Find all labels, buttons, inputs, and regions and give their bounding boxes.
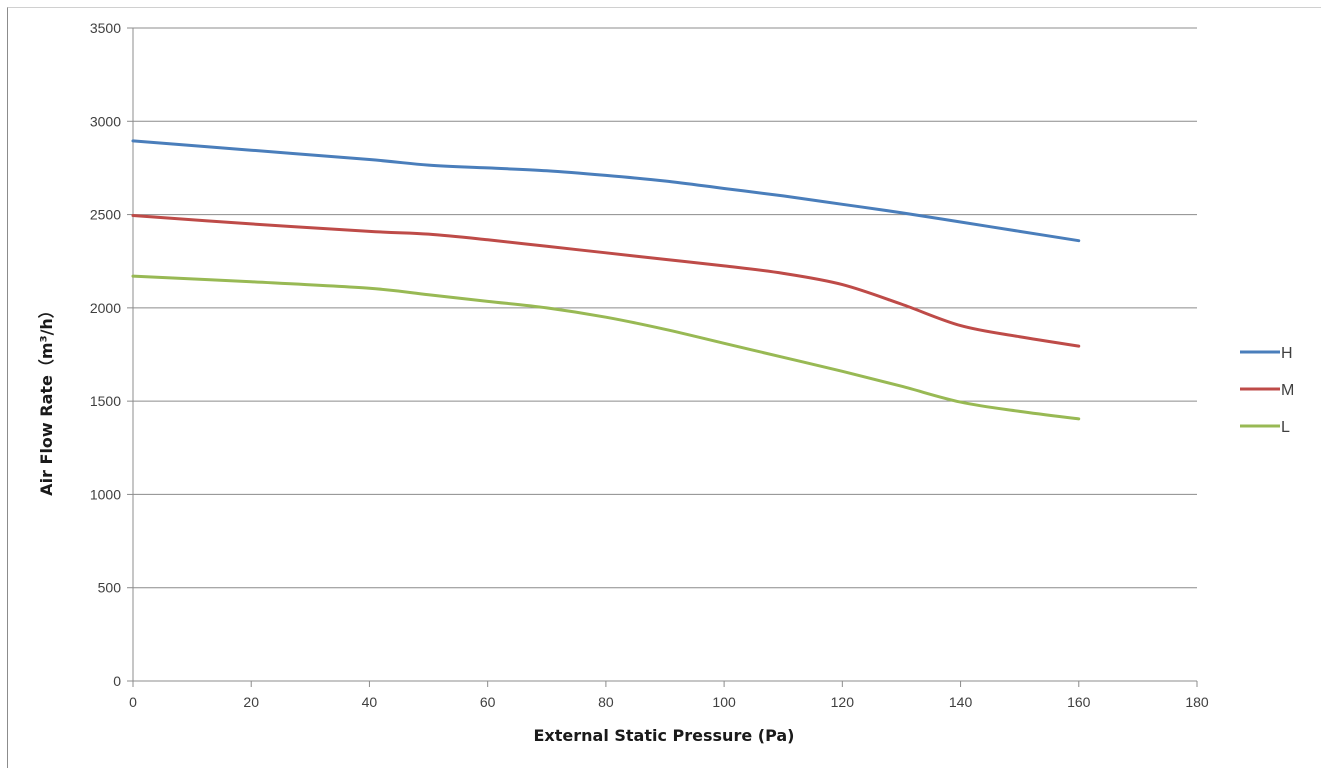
- y-tick-label: 1000: [90, 486, 121, 502]
- x-tick-label: 20: [243, 694, 259, 710]
- series-line-H: [131, 139, 1081, 243]
- y-tick-label: 1500: [90, 393, 121, 409]
- x-tick-label: 140: [949, 694, 973, 710]
- series-line-M: [131, 214, 1081, 348]
- y-tick-label: 3000: [90, 113, 121, 129]
- legend-item-L: L: [1240, 419, 1290, 436]
- legend: H M L: [1240, 345, 1294, 436]
- x-tick-label: 100: [712, 694, 736, 710]
- legend-item-M: M: [1240, 382, 1294, 399]
- legend-label: H: [1281, 345, 1293, 362]
- y-tick-label: 500: [98, 580, 122, 596]
- y-tick-label: 2500: [90, 207, 121, 223]
- x-tick-label: 40: [362, 694, 378, 710]
- series-line-L: [131, 274, 1081, 421]
- y-tick-label: 3500: [90, 20, 121, 36]
- x-axis-title: External Static Pressure (Pa): [534, 726, 795, 745]
- x-tick-label: 160: [1067, 694, 1091, 710]
- gridlines: [133, 27, 1197, 589]
- series-lines: [131, 139, 1081, 421]
- x-tick-label: 0: [129, 694, 137, 710]
- x-tick-label: 80: [598, 694, 614, 710]
- tick-labels: 0 500 1000 1500 2000 2500 3000 3500 0 20 40 60 80 100…: [90, 20, 1209, 710]
- legend-label: M: [1281, 382, 1294, 399]
- x-tick-label: 60: [480, 694, 496, 710]
- y-tick-label: 0: [113, 673, 121, 689]
- axes: [127, 27, 1198, 687]
- y-axis-title: Air Flow Rate（m³/h）: [37, 302, 56, 496]
- x-tick-label: 120: [831, 694, 855, 710]
- chart-frame: [7, 7, 1321, 768]
- y-tick-label: 2000: [90, 300, 121, 316]
- legend-item-H: H: [1240, 345, 1293, 362]
- x-tick-label: 180: [1185, 694, 1209, 710]
- legend-label: L: [1281, 419, 1290, 436]
